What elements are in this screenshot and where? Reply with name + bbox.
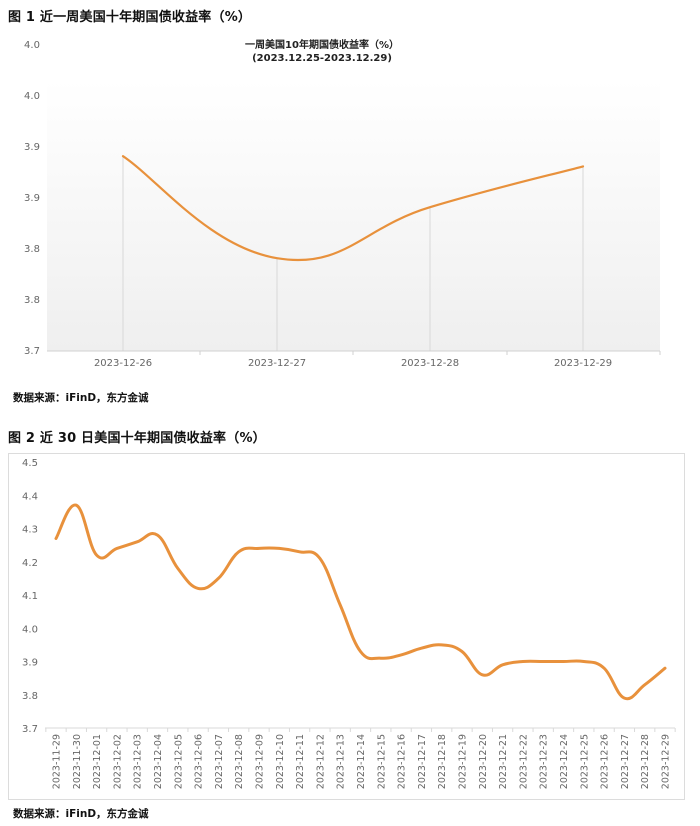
x-tick-label: 2023-12-29 (554, 358, 612, 369)
x-tick-label: 2023-12-10 (275, 734, 286, 789)
x-tick-label: 2023-12-14 (356, 734, 367, 789)
chart1-subtitle-text: (2023.12.25-2023.12.29) (252, 53, 392, 64)
y-tick-label: 3.8 (24, 295, 40, 306)
x-tick-label: 2023-12-28 (640, 734, 651, 789)
x-tick-label: 2023-12-09 (255, 734, 266, 789)
x-tick-label: 2023-12-20 (478, 734, 489, 789)
chart1-drop-lines (122, 156, 584, 351)
y-tick-label: 4.5 (22, 458, 38, 469)
y-tick-label: 3.8 (24, 244, 40, 255)
x-tick-label: 2023-12-26 (94, 358, 152, 369)
y-tick-label: 3.7 (24, 346, 40, 357)
x-tick-label: 2023-12-18 (437, 734, 448, 789)
y-tick-label: 3.9 (24, 142, 40, 153)
figure1-source: 数据来源：iFinD，东方金诚 (13, 392, 149, 404)
x-tick-label: 2023-12-04 (153, 734, 164, 789)
x-tick-label: 2023-12-01 (92, 734, 103, 789)
y-tick-label: 3.8 (22, 691, 38, 702)
chart1-x-axis: 2023-12-26 2023-12-27 2023-12-28 2023-12-29 (94, 358, 612, 369)
x-tick-label: 2023-12-11 (295, 734, 306, 789)
y-tick-label: 3.9 (24, 193, 40, 204)
weekly-yield-chart: 一周美国10年期国债收益率（%）(2023.12.25-2023.12.29) … (24, 38, 661, 369)
x-tick-label: 2023-12-27 (248, 358, 306, 369)
figure1-caption: 图 1 近一周美国十年期国债收益率（%） (8, 10, 252, 25)
y-tick-label: 4.2 (22, 558, 38, 569)
x-tick-label: 2023-12-17 (417, 734, 428, 789)
x-tick-label: 2023-12-27 (620, 734, 631, 789)
chart2-y-axis: 3.7 3.8 3.9 4.0 4.1 4.2 4.3 4.4 4.5 (22, 458, 38, 735)
y-tick-label: 3.7 (22, 724, 38, 735)
x-tick-label: 2023-12-29 (661, 734, 672, 789)
figure2-source: 数据来源：iFinD，东方金诚 (13, 808, 149, 820)
y-tick-label: 4.0 (22, 624, 38, 635)
x-tick-label: 2023-12-22 (518, 734, 529, 789)
x-tick-label: 2023-11-30 (72, 734, 83, 789)
x-tick-label: 2023-12-07 (214, 734, 225, 789)
chart2-x-axis: 2023-11-29 2023-11-30 2023-12-01 2023-12-02… (52, 734, 672, 789)
x-tick-label: 2023-12-23 (539, 734, 550, 789)
x-tick-label: 2023-12-21 (498, 734, 509, 789)
monthly-yield-chart: 3.73.83.94.04.14.24.34.44.5 2023-11-29 20… (8, 453, 685, 800)
x-tick-label: 2023-12-06 (194, 734, 205, 789)
y-tick-label: 3.9 (22, 658, 38, 669)
x-tick-label: 2023-12-05 (173, 734, 184, 789)
x-tick-label: 2023-11-29 (52, 734, 63, 789)
x-tick-label: 2023-12-16 (397, 734, 408, 789)
y-tick-label: 4.3 (22, 525, 38, 536)
chart1-y-axis: 3.7 3.8 3.8 3.9 3.9 4.0 4.0 (24, 40, 40, 357)
x-tick-label: 2023-12-13 (336, 734, 347, 789)
chart2-frame (8, 453, 685, 800)
x-tick-label: 2023-12-08 (234, 734, 245, 789)
figure2-caption: 图 2 近 30 日美国十年期国债收益率（%） (8, 431, 266, 446)
y-tick-label: 4.1 (22, 591, 38, 602)
plot-background (47, 80, 660, 351)
chart1-series-line (121, 155, 585, 262)
x-tick-label: 2023-12-03 (133, 734, 144, 789)
chart1-title-text: 一周美国10年期国债收益率（%） (245, 38, 399, 51)
x-tick-label: 2023-12-28 (401, 358, 459, 369)
x-tick-label: 2023-12-19 (458, 734, 469, 789)
x-tick-label: 2023-12-02 (112, 734, 123, 789)
y-tick-label: 4.0 (24, 91, 40, 102)
y-tick-label: 4.0 (24, 40, 40, 51)
x-tick-label: 2023-12-15 (376, 734, 387, 789)
chart2-x-ticks (45, 728, 676, 732)
x-tick-label: 2023-12-24 (559, 734, 570, 789)
x-tick-label: 2023-12-26 (600, 734, 611, 789)
chart1-x-ticks (199, 351, 661, 355)
x-tick-label: 2023-12-12 (315, 734, 326, 789)
x-tick-label: 2023-12-25 (579, 734, 590, 789)
chart2-series-line (54, 503, 667, 701)
y-tick-label: 4.4 (22, 491, 38, 502)
chart1-title: 一周美国10年期国债收益率（%） (2023.12.25-2023.12.29) (245, 38, 399, 64)
